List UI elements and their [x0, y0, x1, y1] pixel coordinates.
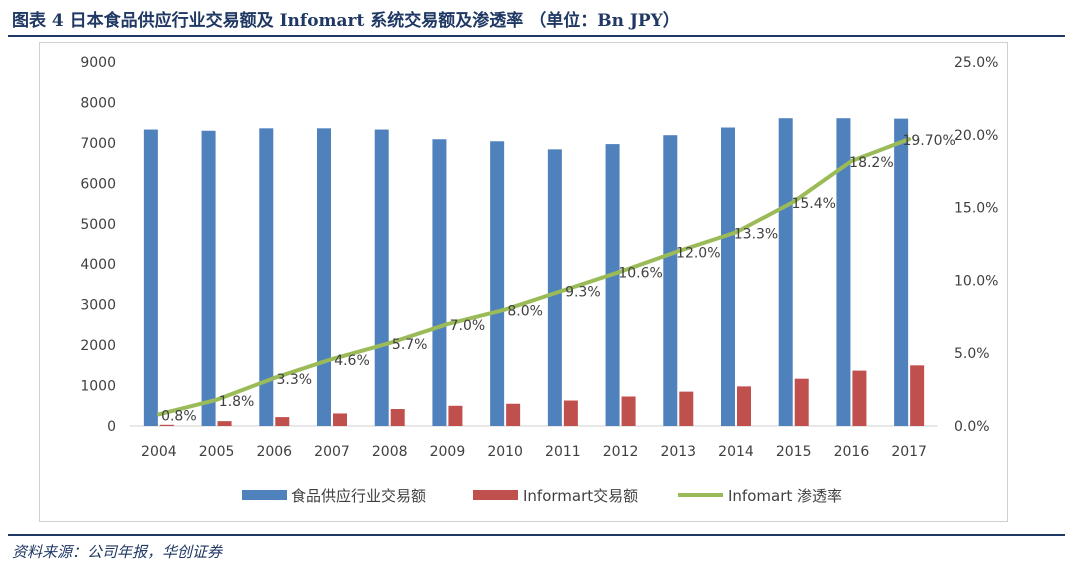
y-left-tick-label: 7000 — [80, 136, 116, 152]
chart-frame: 0 1000 2000 3000 4000 5000 6000 7000 8000 9000 0.0… — [39, 42, 1008, 522]
y-left-tick-label: 6000 — [80, 176, 116, 192]
bar-food-supply-transaction — [317, 128, 331, 426]
figure-title: 图表 4 日本食品供应行业交易额及 Infomart 系统交易额及渗透率 （单位… — [12, 11, 680, 31]
bar-food-supply-transaction — [894, 118, 909, 426]
bar-infomart-transaction — [621, 396, 636, 426]
y-right-tick-label: 25.0% — [954, 55, 998, 71]
bar-food-supply-transaction — [374, 129, 389, 426]
bar-infomart-transaction — [333, 413, 347, 426]
bar-infomart-transaction — [563, 400, 578, 426]
penetration-data-label: 8.0% — [507, 304, 543, 320]
y-right-tick-label: 10.0% — [954, 273, 998, 289]
penetration-data-label: 10.6% — [618, 266, 662, 282]
y-left-tick-label: 2000 — [80, 338, 116, 354]
bar-food-supply-transaction — [721, 127, 735, 427]
bar-infomart-transaction — [794, 378, 809, 426]
x-tick-label: 2006 — [256, 444, 292, 460]
penetration-data-label: 4.6% — [334, 353, 370, 369]
bar-food-supply-transaction — [259, 128, 274, 426]
legend-label-penetration: Infomart 渗透率 — [728, 487, 842, 505]
x-tick-label: 2004 — [141, 444, 177, 460]
bar-food-supply-transaction — [605, 144, 620, 426]
penetration-data-label: 15.4% — [791, 196, 835, 212]
legend-swatch-infomart — [473, 490, 518, 500]
y-right-tick-label: 5.0% — [954, 346, 990, 362]
y-right-tick-label: 20.0% — [954, 128, 998, 144]
bar-infomart-transaction — [390, 409, 405, 426]
y-right-tick-label: 15.0% — [954, 201, 998, 217]
bar-food-supply-transaction — [143, 129, 158, 426]
penetration-data-label: 19.70% — [902, 133, 955, 149]
y-left-tick-label: 1000 — [80, 379, 116, 395]
x-tick-label: 2017 — [891, 444, 927, 460]
y-left-tick-label: 8000 — [80, 95, 116, 111]
title-divider — [8, 35, 1065, 37]
legend-swatch-food-supply — [242, 490, 287, 500]
bar-food-supply-transaction — [836, 118, 851, 427]
x-tick-label: 2011 — [545, 444, 581, 460]
penetration-data-label: 18.2% — [849, 155, 893, 171]
bar-infomart-transaction — [506, 403, 521, 426]
x-tick-label: 2016 — [834, 444, 870, 460]
bar-infomart-transaction — [275, 417, 290, 426]
bar-infomart-transaction — [910, 365, 925, 426]
x-tick-label: 2005 — [199, 444, 235, 460]
chart-svg: 0 1000 2000 3000 4000 5000 6000 7000 8000 9000 0.0… — [80, 55, 998, 505]
bar-infomart-transaction — [448, 405, 463, 426]
y-left-tick-label: 9000 — [80, 55, 116, 71]
penetration-data-label: 7.0% — [450, 318, 486, 334]
y-left-tick-label: 0 — [107, 419, 116, 435]
legend-label-food-supply: 食品供应行业交易额 — [291, 487, 426, 505]
bar-infomart-transaction — [679, 391, 694, 426]
bar-food-supply-transaction — [547, 149, 562, 427]
bar-food-supply-transaction — [490, 141, 505, 426]
source-note: 资料来源：公司年报，华创证券 — [12, 543, 223, 561]
bar-infomart-transaction — [737, 386, 751, 426]
bar-food-supply-transaction — [663, 135, 678, 426]
bar-infomart-transaction — [159, 424, 174, 426]
x-tick-label: 2013 — [660, 444, 696, 460]
footer-divider — [8, 534, 1065, 536]
bar-infomart-transaction — [217, 421, 232, 426]
bar-food-supply-transaction — [432, 139, 447, 426]
penetration-data-label: 12.0% — [676, 245, 720, 261]
y-left-tick-label: 5000 — [80, 217, 116, 233]
legend-label-infomart: Informart交易额 — [523, 487, 638, 505]
penetration-data-label: 1.8% — [219, 394, 255, 410]
x-tick-label: 2015 — [776, 444, 812, 460]
x-tick-label: 2007 — [314, 444, 350, 460]
bar-infomart-transaction — [852, 370, 867, 426]
penetration-data-label: 5.7% — [392, 337, 428, 353]
bar-food-supply-transaction — [201, 130, 216, 426]
y-right-tick-label: 0.0% — [954, 419, 990, 435]
penetration-data-label: 13.3% — [734, 226, 778, 242]
penetration-data-label: 9.3% — [565, 285, 601, 301]
x-tick-label: 2009 — [430, 444, 466, 460]
penetration-data-label: 3.3% — [276, 372, 312, 388]
line-infomart-penetration — [156, 137, 912, 417]
penetration-data-label: 0.8% — [161, 408, 197, 424]
y-left-tick-label: 4000 — [80, 257, 116, 273]
bar-food-supply-transaction — [778, 118, 793, 427]
y-left-tick-label: 3000 — [80, 298, 116, 314]
x-tick-label: 2008 — [372, 444, 408, 460]
x-tick-label: 2012 — [603, 444, 639, 460]
x-tick-label: 2010 — [487, 444, 523, 460]
x-tick-label: 2014 — [718, 444, 754, 460]
